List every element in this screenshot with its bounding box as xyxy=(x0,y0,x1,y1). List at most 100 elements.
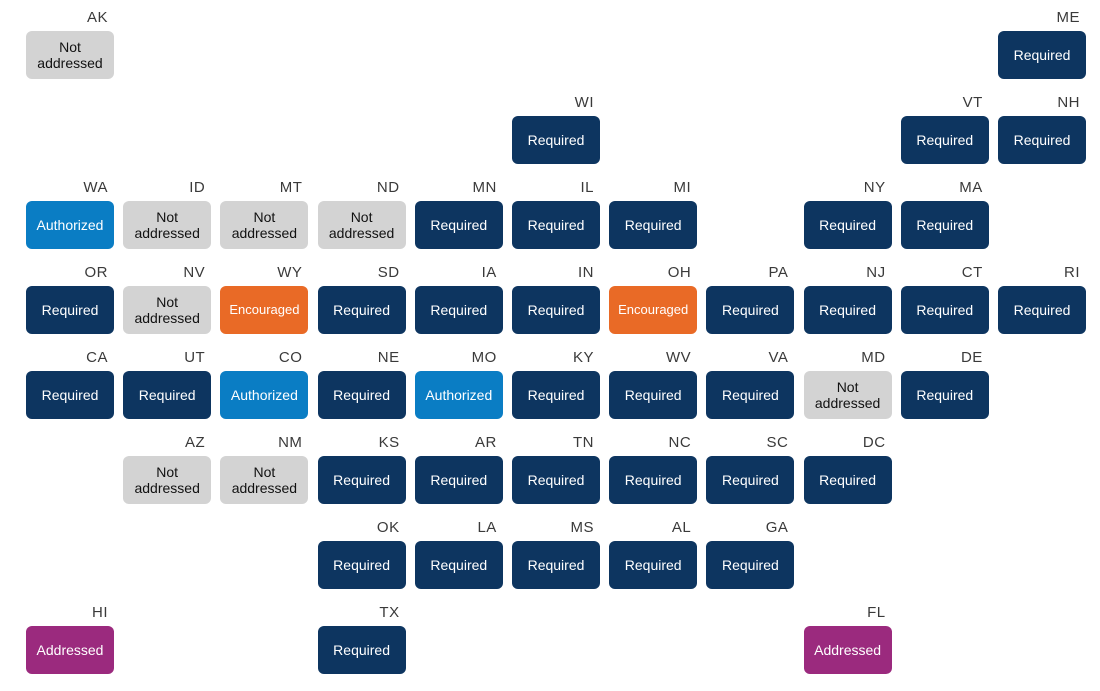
state-nv: NV Not addressed xyxy=(123,263,212,334)
state-status-tile: Required xyxy=(414,201,503,249)
state-abbreviation: NJ xyxy=(866,264,886,281)
state-abbreviation: MT xyxy=(279,179,303,196)
state-abbreviation: WA xyxy=(83,179,108,196)
state-abbreviation: NH xyxy=(1057,94,1080,111)
state-ar: AR Required xyxy=(414,433,503,504)
state-ri: RI Required xyxy=(998,263,1086,334)
state-status-tile: Required xyxy=(900,201,989,249)
state-abbreviation: WI xyxy=(574,94,594,111)
state-abbreviation: CO xyxy=(278,349,303,366)
state-nc: NC Required xyxy=(609,433,698,504)
state-status-tile: Addressed xyxy=(803,626,892,674)
state-status-tile: Required xyxy=(706,371,795,419)
state-fl: FL Addressed xyxy=(803,603,892,674)
state-abbreviation: PA xyxy=(768,264,789,281)
state-status-tile: Encouraged xyxy=(220,286,309,334)
state-abbreviation: VT xyxy=(962,94,983,111)
state-id: ID Not addressed xyxy=(123,178,212,249)
state-ky: KY Required xyxy=(512,348,600,419)
state-ia: IA Required xyxy=(414,263,503,334)
state-abbreviation: GA xyxy=(765,519,789,536)
state-abbreviation: DE xyxy=(960,349,983,366)
state-status-tile: Not addressed xyxy=(123,286,212,334)
state-de: DE Required xyxy=(900,348,989,419)
state-ct: CT Required xyxy=(900,263,989,334)
state-ne: NE Required xyxy=(317,348,406,419)
state-in: IN Required xyxy=(512,263,600,334)
state-abbreviation: MI xyxy=(673,179,692,196)
state-abbreviation: TN xyxy=(573,434,594,451)
state-status-tile: Required xyxy=(998,286,1086,334)
state-status-tile: Required xyxy=(317,626,406,674)
state-status-tile: Required xyxy=(803,201,892,249)
state-abbreviation: UT xyxy=(184,349,206,366)
state-abbreviation: AR xyxy=(474,434,497,451)
state-ak: AK Not addressed xyxy=(26,8,114,79)
state-abbreviation: OK xyxy=(376,519,400,536)
state-abbreviation: ME xyxy=(1056,9,1080,26)
state-status-tile: Not addressed xyxy=(220,201,309,249)
state-abbreviation: HI xyxy=(92,604,108,621)
state-ma: MA Required xyxy=(900,178,989,249)
state-mo: MO Authorized xyxy=(414,348,503,419)
state-status-tile: Required xyxy=(998,31,1086,79)
state-status-tile: Required xyxy=(512,371,600,419)
state-ny: NY Required xyxy=(803,178,892,249)
state-abbreviation: MN xyxy=(472,179,497,196)
state-abbreviation: IN xyxy=(578,264,594,281)
state-abbreviation: KY xyxy=(572,349,594,366)
state-abbreviation: KS xyxy=(378,434,400,451)
state-abbreviation: NE xyxy=(377,349,400,366)
state-abbreviation: OR xyxy=(84,264,108,281)
state-il: IL Required xyxy=(512,178,600,249)
state-status-tile: Required xyxy=(609,201,698,249)
state-status-tile: Required xyxy=(26,371,114,419)
state-status-tile: Not addressed xyxy=(317,201,406,249)
state-wv: WV Required xyxy=(609,348,698,419)
state-al: AL Required xyxy=(609,518,698,589)
state-status-tile: Authorized xyxy=(414,371,503,419)
state-status-tile: Required xyxy=(900,116,989,164)
state-abbreviation: CT xyxy=(961,264,983,281)
state-status-tile: Required xyxy=(317,286,406,334)
state-status-tile: Required xyxy=(900,371,989,419)
state-nj: NJ Required xyxy=(803,263,892,334)
state-status-tile: Required xyxy=(317,456,406,504)
state-abbreviation: RI xyxy=(1064,264,1080,281)
state-az: AZ Not addressed xyxy=(123,433,212,504)
state-ks: KS Required xyxy=(317,433,406,504)
state-pa: PA Required xyxy=(706,263,795,334)
state-abbreviation: FL xyxy=(867,604,886,621)
state-vt: VT Required xyxy=(900,93,989,164)
state-wi: WI Required xyxy=(512,93,600,164)
state-abbreviation: AK xyxy=(86,9,108,26)
state-abbreviation: WY xyxy=(277,264,303,281)
state-wy: WY Encouraged xyxy=(220,263,309,334)
state-tx: TX Required xyxy=(317,603,406,674)
state-abbreviation: VA xyxy=(768,349,789,366)
state-va: VA Required xyxy=(706,348,795,419)
state-status-tile: Required xyxy=(26,286,114,334)
state-co: CO Authorized xyxy=(220,348,309,419)
state-status-tile: Required xyxy=(609,541,698,589)
state-status-tile: Required xyxy=(512,456,600,504)
state-status-tile: Authorized xyxy=(26,201,114,249)
state-abbreviation: MO xyxy=(471,349,497,366)
state-ga: GA Required xyxy=(706,518,795,589)
state-abbreviation: AL xyxy=(671,519,692,536)
state-mt: MT Not addressed xyxy=(220,178,309,249)
state-abbreviation: IL xyxy=(580,179,594,196)
state-status-tile: Required xyxy=(998,116,1086,164)
state-ca: CA Required xyxy=(26,348,114,419)
state-status-tile: Required xyxy=(706,541,795,589)
state-abbreviation: CA xyxy=(86,349,108,366)
state-abbreviation: MD xyxy=(861,349,886,366)
state-abbreviation: NM xyxy=(278,434,303,451)
state-status-tile: Required xyxy=(803,456,892,504)
state-abbreviation: SD xyxy=(377,264,400,281)
state-status-tile: Required xyxy=(414,286,503,334)
state-mn: MN Required xyxy=(414,178,503,249)
state-status-tile: Required xyxy=(317,371,406,419)
state-status-tile: Not addressed xyxy=(26,31,114,79)
state-oh: OH Encouraged xyxy=(609,263,698,334)
